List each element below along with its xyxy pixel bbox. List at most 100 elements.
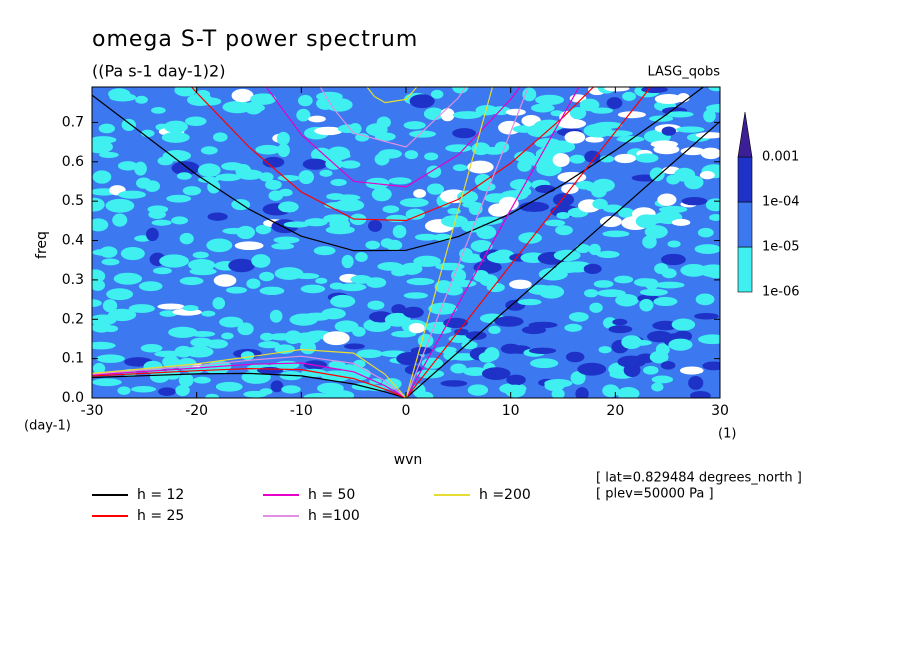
shading	[219, 316, 244, 328]
shading	[428, 327, 452, 334]
shading	[642, 235, 657, 249]
shading	[702, 361, 720, 371]
y-unit-label: (day-1)	[24, 419, 71, 434]
y-tick-label: 0.6	[62, 154, 84, 170]
shading	[131, 386, 157, 393]
shading	[450, 363, 467, 374]
shading	[555, 225, 573, 236]
shading	[92, 362, 106, 374]
shading	[259, 286, 285, 296]
shading	[106, 288, 134, 301]
shading	[174, 87, 197, 97]
shading	[221, 332, 234, 340]
shading	[654, 94, 683, 105]
shading	[259, 388, 273, 395]
y-tick-label: 0.5	[62, 193, 84, 209]
shading	[213, 274, 237, 287]
shading	[417, 391, 434, 398]
shading	[151, 219, 172, 226]
x-tick-label: -30	[81, 403, 104, 419]
shading	[302, 158, 328, 170]
shading	[212, 297, 226, 310]
shading	[635, 153, 659, 163]
shading	[144, 180, 161, 192]
annotation: [ plev=50000 Pa ]	[596, 487, 714, 502]
shading	[585, 136, 604, 143]
shading	[625, 339, 652, 346]
shading	[271, 242, 295, 250]
y-tick-label: 0.1	[62, 351, 84, 367]
shading	[135, 95, 148, 104]
shading	[391, 304, 407, 316]
shading	[564, 323, 583, 332]
shading	[327, 146, 351, 161]
shading	[557, 118, 587, 129]
shading	[192, 251, 209, 259]
shading	[368, 219, 383, 232]
shading	[189, 267, 217, 276]
shading	[498, 196, 519, 211]
shading	[588, 243, 601, 256]
shading	[653, 296, 678, 307]
shading	[356, 349, 383, 359]
shading	[344, 343, 365, 350]
shading	[699, 171, 715, 180]
shading	[708, 87, 720, 92]
shading	[428, 302, 458, 315]
shading	[145, 227, 159, 241]
shading	[452, 164, 468, 172]
shading	[262, 156, 285, 168]
shading	[134, 161, 147, 176]
shading	[452, 128, 476, 139]
shading	[467, 160, 494, 174]
shading	[592, 198, 608, 210]
shading	[463, 367, 488, 377]
shading	[403, 292, 429, 299]
shading	[148, 209, 166, 219]
colorbar-label: 1e-04	[762, 195, 800, 210]
shading	[158, 387, 176, 396]
shading	[277, 174, 300, 182]
shading	[430, 89, 444, 99]
shading	[552, 153, 570, 167]
shading	[653, 144, 680, 155]
shading	[492, 249, 515, 263]
shading	[113, 272, 143, 285]
shading	[175, 384, 190, 397]
shading	[643, 365, 659, 375]
colorbar-label: 0.001	[762, 150, 799, 165]
shading	[300, 341, 317, 355]
shading	[688, 375, 704, 390]
shading	[228, 258, 255, 273]
x-tick-label: 20	[606, 403, 624, 419]
shading	[445, 144, 472, 153]
shading	[544, 219, 566, 227]
shading	[206, 238, 233, 253]
y-tick-label: 0.3	[62, 272, 84, 288]
shading	[298, 170, 315, 185]
shading	[176, 172, 192, 180]
x-tick-label: 10	[502, 403, 520, 419]
shading	[182, 186, 202, 196]
shading	[319, 169, 333, 177]
shading	[215, 173, 241, 182]
shading	[328, 360, 346, 370]
shading	[570, 371, 586, 385]
shading	[614, 153, 637, 164]
shading	[102, 299, 118, 313]
shading	[207, 212, 228, 221]
shading	[530, 103, 555, 113]
shading	[366, 277, 387, 288]
shading	[552, 193, 575, 207]
shading	[705, 198, 720, 212]
shading	[374, 152, 390, 166]
shading	[604, 87, 630, 92]
shading	[408, 322, 425, 334]
shading	[294, 272, 320, 280]
shading	[615, 294, 639, 307]
shading	[599, 215, 622, 228]
shading	[591, 185, 607, 198]
shading	[623, 363, 641, 378]
shading	[185, 116, 207, 126]
